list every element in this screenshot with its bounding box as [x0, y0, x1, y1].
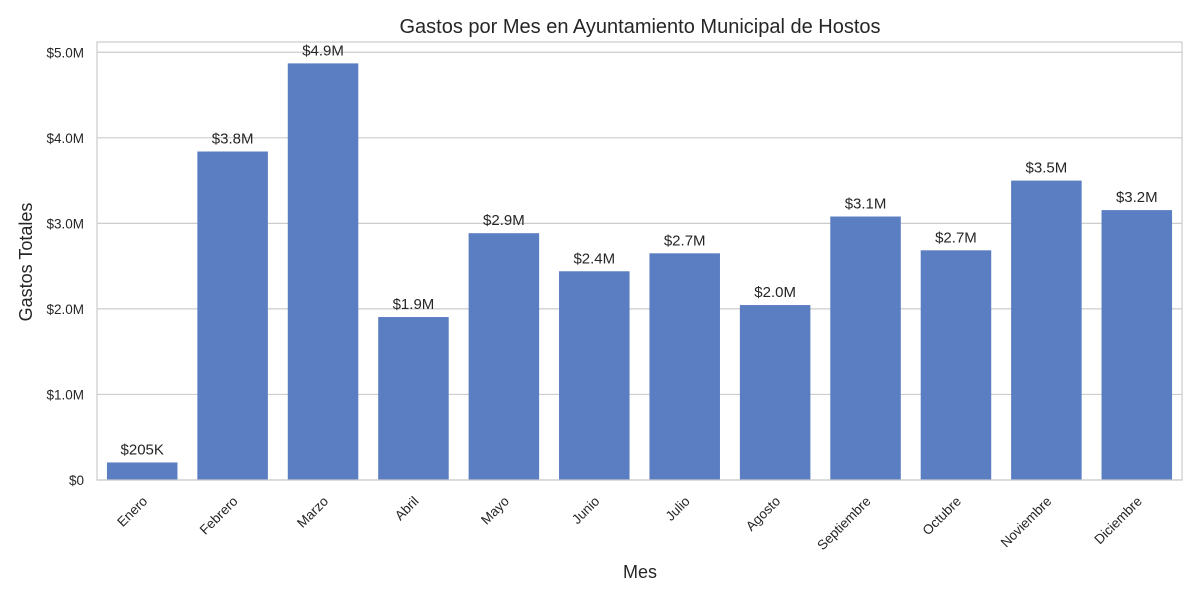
bar-enero: [106, 462, 178, 480]
bar-mayo: [468, 233, 540, 480]
y-axis-label: Gastos Totales: [16, 203, 36, 322]
y-tick-label: $3.0M: [46, 216, 84, 231]
bar-value-label: $205K: [121, 441, 164, 458]
bar-abril: [378, 317, 449, 480]
bar-junio: [559, 271, 630, 480]
y-tick-label: $5.0M: [46, 45, 84, 60]
bar-value-label: $3.5M: [1026, 160, 1068, 177]
bar-octubre: [920, 250, 992, 480]
bar-value-label: $2.9M: [483, 212, 525, 229]
bar-value-label: $2.7M: [935, 229, 977, 246]
y-tick-label: $1.0M: [46, 387, 84, 402]
bar-agosto: [739, 305, 811, 480]
y-tick-labels: $0 $1.0M $2.0M $3.0M $4.0M $5.0M: [46, 45, 84, 488]
bars: [106, 63, 1173, 480]
y-tick-label: $4.0M: [46, 131, 84, 146]
bar-value-label: $2.7M: [664, 232, 706, 249]
x-tick-label: Mayo: [478, 494, 512, 528]
x-tick-label: Marzo: [294, 494, 331, 531]
x-tick-label: Febrero: [197, 494, 241, 538]
bar-value-label: $1.9M: [393, 296, 435, 313]
bar-value-label: $4.9M: [302, 42, 344, 59]
bar-febrero: [197, 151, 268, 480]
bar-value-label: $3.2M: [1116, 189, 1158, 206]
x-tick-label: Agosto: [743, 494, 783, 534]
bar-value-labels: $205K $3.8M $4.9M $1.9M $2.9M $2.4M $2.7M $2.0M…: [121, 42, 1158, 458]
y-tick-label: $2.0M: [46, 302, 84, 317]
bar-value-label: $2.4M: [573, 250, 615, 267]
x-tick-labels: Enero Febrero Marzo Abril Mayo Junio Julio Agos…: [114, 494, 1145, 553]
x-axis-label: Mes: [623, 562, 657, 582]
x-tick-label: Enero: [114, 494, 150, 530]
x-tick-label: Junio: [569, 494, 602, 527]
y-tick-label: $0: [69, 473, 84, 488]
bar-septiembre: [830, 216, 901, 480]
x-tick-label: Noviembre: [998, 494, 1055, 551]
plot-frame: [96, 41, 1183, 481]
bar-value-label: $2.0M: [754, 284, 796, 301]
x-tick-label: Diciembre: [1091, 494, 1145, 548]
x-tick-label: Octubre: [920, 494, 965, 539]
bar-julio: [649, 253, 720, 480]
x-tick-label: Julio: [663, 494, 693, 524]
bar-marzo: [287, 63, 359, 480]
bar-noviembre: [1011, 180, 1082, 480]
bar-value-label: $3.1M: [845, 196, 887, 213]
x-tick-label: Abril: [392, 494, 422, 524]
x-tick-label: Septiembre: [814, 494, 873, 553]
bar-diciembre: [1101, 210, 1173, 480]
bar-value-label: $3.8M: [212, 131, 254, 148]
chart-title: Gastos por Mes en Ayuntamiento Municipal…: [400, 16, 881, 38]
